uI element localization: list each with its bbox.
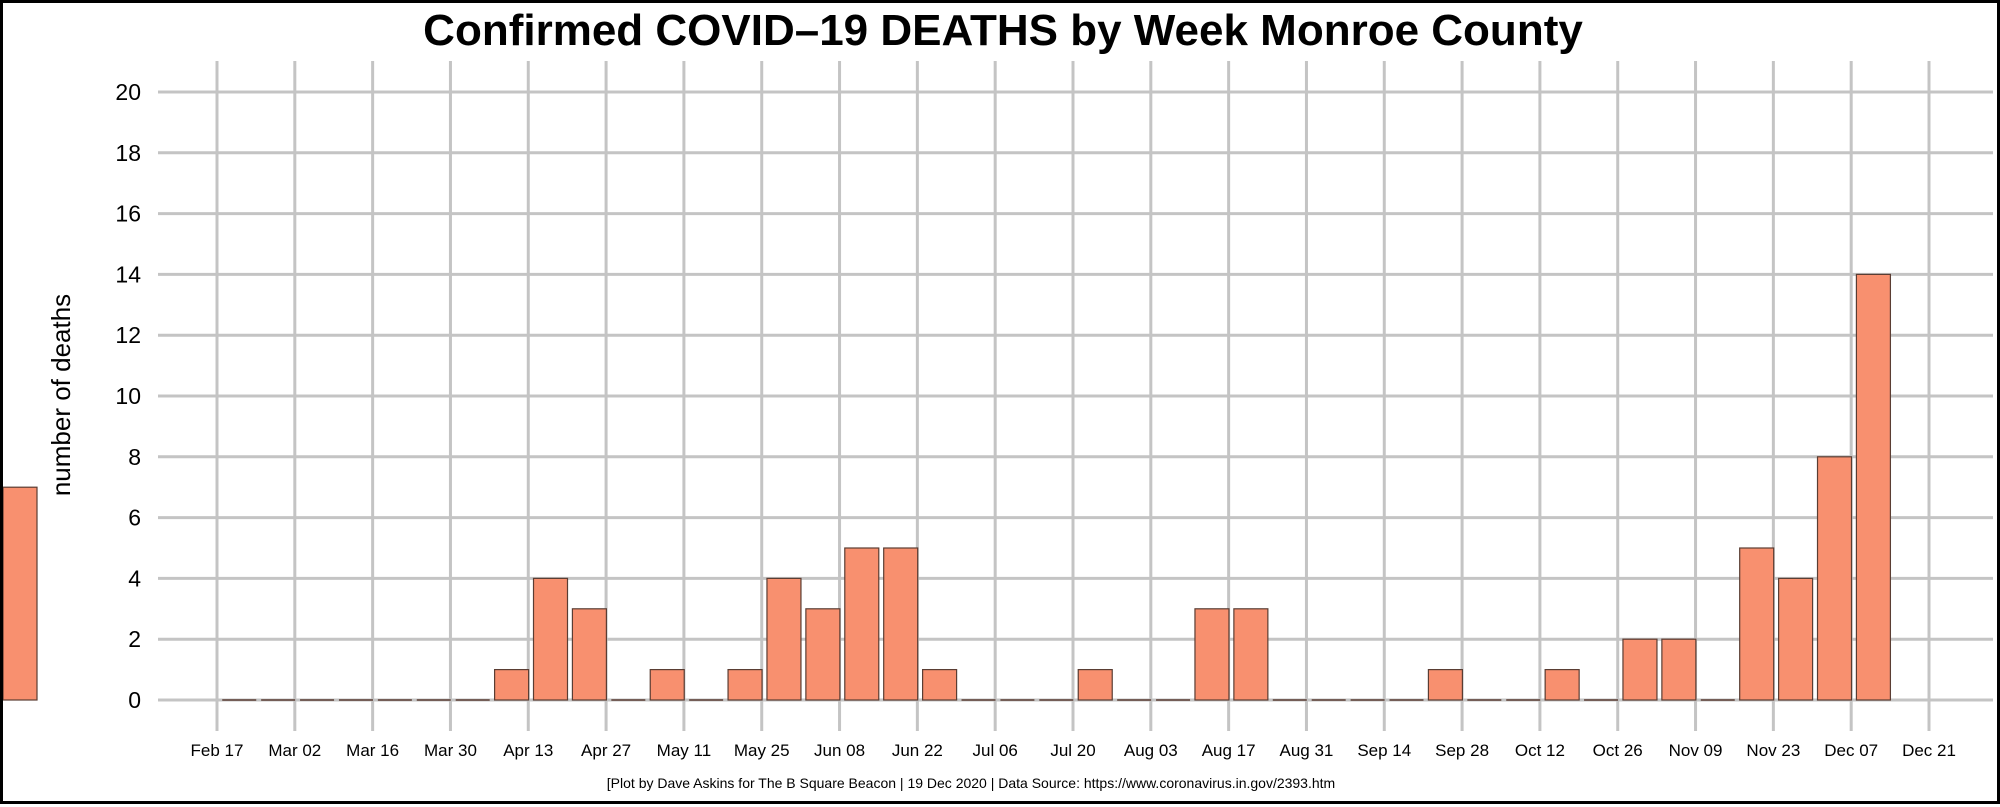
- x-tick-label: Nov 09: [1669, 741, 1723, 760]
- x-tick-label: Oct 26: [1593, 741, 1643, 760]
- y-tick-label: 6: [128, 505, 141, 531]
- y-tick-label: 8: [128, 444, 141, 470]
- bar: [1816, 456, 1853, 701]
- x-tick-label: Aug 31: [1280, 741, 1334, 760]
- y-tick-labels: 0 2 4 6 8 10 12 14 16 18 20: [115, 79, 141, 713]
- y-gridlines: [158, 90, 1993, 702]
- x-tick-label: Oct 12: [1515, 741, 1565, 760]
- bar: [1077, 668, 1113, 701]
- bar: [649, 668, 685, 701]
- y-tick-label: 20: [115, 79, 141, 105]
- x-tick-label: Mar 16: [346, 741, 399, 760]
- x-tick-label: May 11: [657, 741, 712, 760]
- chart-svg: Confirmed COVID–19 DEATHS by Week Monroe…: [3, 6, 1993, 791]
- x-tick-label: Apr 13: [503, 741, 553, 760]
- bar: [727, 668, 763, 701]
- bar: [1739, 547, 1775, 701]
- x-tick-label: Dec 21: [1902, 741, 1956, 760]
- chart-title: Confirmed COVID–19 DEATHS by Week Monroe…: [423, 6, 1583, 55]
- x-tick-label: Aug 03: [1124, 741, 1178, 760]
- x-tick-label: Jun 22: [892, 741, 943, 760]
- x-tick-label: Jun 08: [814, 741, 865, 760]
- bar: [1855, 273, 1892, 701]
- x-tick-label: Apr 27: [581, 741, 631, 760]
- bar: [493, 668, 530, 701]
- x-tick-label: Sep 14: [1357, 741, 1411, 760]
- bar: [571, 608, 608, 701]
- y-tick-label: 0: [128, 687, 141, 713]
- x-tick-labels: Feb 17 Mar 02 Mar 16 Mar 30 Apr 13 Apr 27 May …: [191, 741, 1956, 760]
- x-tick-label: Dec 07: [1824, 741, 1878, 760]
- bar: [532, 577, 569, 701]
- y-tick-label: 4: [128, 565, 141, 591]
- y-tick-label: 18: [115, 140, 141, 166]
- bar: [766, 577, 802, 701]
- x-tick-label: May 25: [734, 741, 790, 760]
- chart-caption: [Plot by Dave Askins for The B Square Be…: [607, 775, 1335, 791]
- x-tick-label: Mar 02: [268, 741, 321, 760]
- bar: [1194, 608, 1230, 701]
- x-tick-label: Nov 23: [1746, 741, 1800, 760]
- y-axis-label: number of deaths: [46, 294, 76, 496]
- bar: [1777, 577, 1814, 701]
- bar: [805, 608, 841, 701]
- y-tick-label: 14: [115, 261, 141, 287]
- x-tick-label: Aug 17: [1202, 741, 1256, 760]
- bar: [883, 547, 919, 701]
- bar: [1661, 638, 1697, 701]
- x-tick-label: Jul 20: [1050, 741, 1095, 760]
- x-tick-label: Sep 28: [1435, 741, 1489, 760]
- y-tick-label: 12: [115, 322, 141, 348]
- x-tick-label: Mar 30: [424, 741, 477, 760]
- y-tick-label: 16: [115, 201, 141, 227]
- y-tick-label: 10: [115, 383, 141, 409]
- bar: [921, 668, 958, 701]
- bar: [1427, 668, 1464, 701]
- bar: [1233, 608, 1269, 701]
- bar: [1544, 668, 1580, 701]
- x-tick-label: Jul 06: [972, 741, 1017, 760]
- bar: [1622, 638, 1658, 701]
- bar: [844, 547, 880, 701]
- y-tick-label: 2: [128, 626, 141, 652]
- bars: [3, 273, 1892, 701]
- bar: [3, 486, 38, 701]
- x-tick-label: Feb 17: [191, 741, 244, 760]
